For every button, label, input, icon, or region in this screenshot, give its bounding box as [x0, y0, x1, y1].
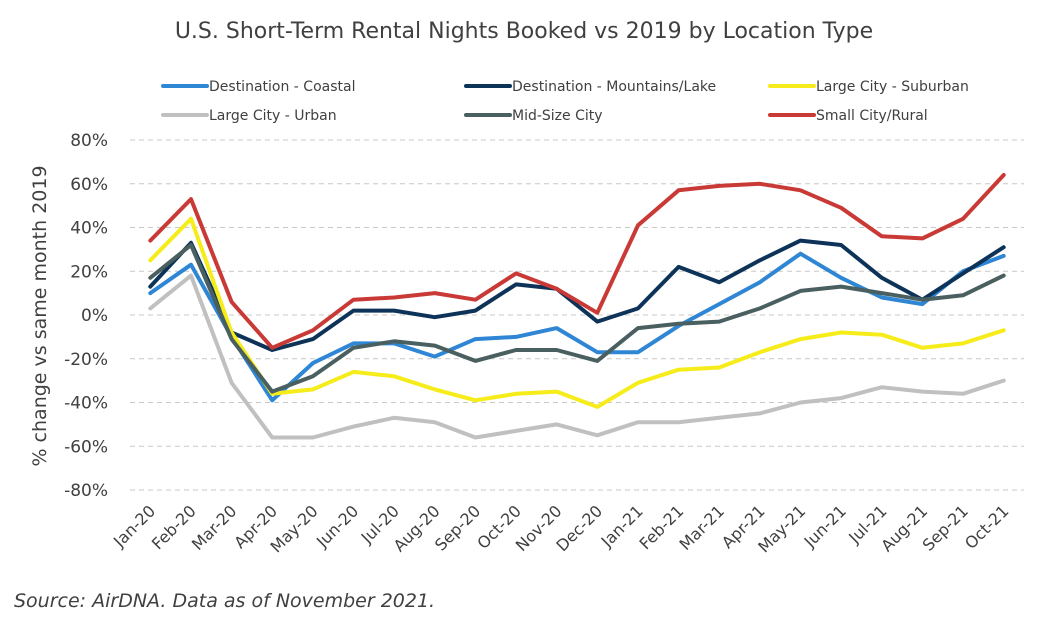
y-tick-label: -20%	[64, 350, 108, 370]
x-tick-label: Aug-20	[390, 501, 444, 555]
y-tick-label: 80%	[70, 131, 108, 151]
legend-item: Destination - Coastal	[161, 79, 355, 95]
y-axis-ticks: 80% 60% 40% 20% 0% -20% -40% -60% -80%	[64, 131, 108, 501]
legend-item: Large City - Suburban	[768, 79, 969, 95]
legend-label: Destination - Coastal	[209, 79, 355, 95]
series-line-mid-size-city	[148, 243, 1006, 394]
series-line-destination-mountains-lake	[148, 238, 1006, 352]
legend-item: Mid-Size City	[464, 108, 603, 124]
y-tick-label: 0%	[81, 306, 108, 326]
y-tick-label: 40%	[70, 219, 108, 239]
x-tick-label: Aug-21	[877, 501, 931, 555]
x-tick-label: Oct-21	[961, 501, 1012, 552]
y-tick-label: -60%	[64, 437, 108, 457]
chart-title: U.S. Short-Term Rental Nights Booked vs …	[175, 19, 873, 44]
legend-label: Destination - Mountains/Lake	[512, 79, 716, 95]
legend-item: Small City/Rural	[768, 108, 928, 124]
y-axis-label: % change vs same month 2019	[29, 165, 51, 466]
y-tick-label: -80%	[64, 481, 108, 501]
series-line-large-city-urban	[148, 273, 1006, 440]
legend: Destination - Coastal Destination - Mount…	[161, 79, 969, 124]
series-lines	[148, 173, 1006, 440]
series-line-destination-coastal	[148, 251, 1006, 403]
y-tick-label: 20%	[70, 262, 108, 282]
x-tick-label: Mar-21	[676, 501, 729, 554]
y-tick-label: 60%	[70, 175, 108, 195]
source-note: Source: AirDNA. Data as of November 2021…	[14, 590, 435, 612]
legend-label: Mid-Size City	[512, 108, 603, 124]
x-tick-label: Dec-20	[552, 501, 606, 555]
x-tick-label: Jun-21	[800, 501, 850, 551]
legend-item: Large City - Urban	[161, 108, 337, 124]
legend-label: Large City - Suburban	[816, 79, 969, 95]
series-line-large-city-suburban	[148, 216, 1006, 409]
x-tick-label: Sep-20	[431, 501, 484, 554]
legend-label: Small City/Rural	[816, 108, 928, 124]
x-tick-label: Sep-21	[919, 501, 972, 554]
x-tick-label: Mar-20	[188, 501, 241, 554]
legend-item: Destination - Mountains/Lake	[464, 79, 716, 95]
series-line-small-city-rural	[148, 173, 1006, 350]
x-tick-label: Jun-20	[312, 501, 362, 551]
x-axis-ticks: Jan-20Feb-20Mar-20Apr-20May-20Jun-20Jul-…	[109, 501, 1012, 556]
y-tick-label: -40%	[64, 394, 108, 414]
legend-label: Large City - Urban	[209, 108, 337, 124]
gridlines	[130, 139, 1024, 491]
